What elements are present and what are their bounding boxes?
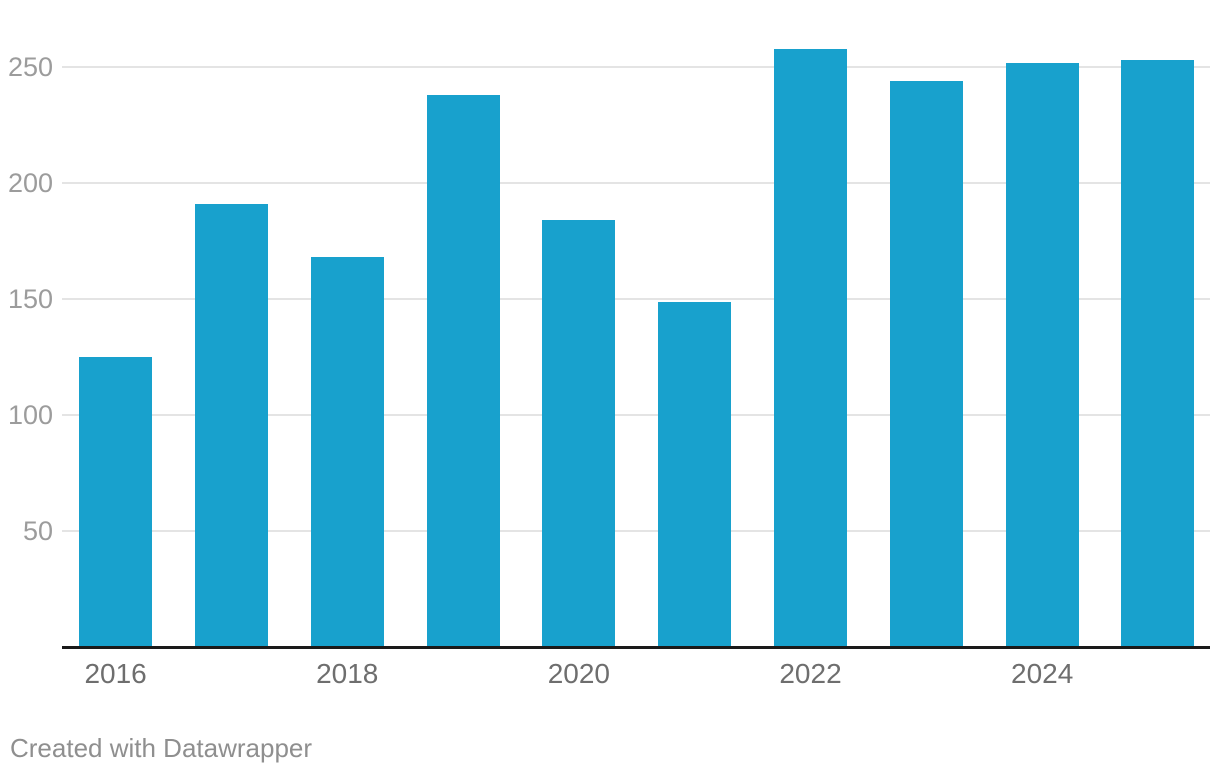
y-axis-tick-label: 200 xyxy=(7,168,53,199)
bar-2020[interactable] xyxy=(542,220,616,647)
bar-2019[interactable] xyxy=(426,95,500,647)
bar-2016[interactable] xyxy=(79,357,153,647)
y-axis-tick-label: 150 xyxy=(7,284,53,315)
x-axis-tick-label: 2016 xyxy=(84,658,147,689)
datawrapper-attribution-link[interactable]: Created with Datawrapper xyxy=(10,733,313,763)
bar-2018[interactable] xyxy=(310,257,384,647)
x-axis-line xyxy=(62,646,1210,649)
x-axis-tick-label: 2022 xyxy=(779,658,842,689)
y-axis-tick-label: 250 xyxy=(7,52,53,83)
x-axis-tick-label: 2018 xyxy=(316,658,379,689)
gridline-150 xyxy=(62,298,1210,301)
x-axis-tick-label: 2020 xyxy=(547,658,611,689)
gridline-50 xyxy=(62,530,1210,533)
bar-2024[interactable] xyxy=(1005,62,1079,647)
gridline-200 xyxy=(62,182,1210,185)
bar-2022[interactable] xyxy=(774,48,848,647)
y-axis-tick-label: 100 xyxy=(7,400,53,431)
y-axis-tick-label: 50 xyxy=(22,516,53,547)
gridline-100 xyxy=(62,414,1210,417)
bar-2017[interactable] xyxy=(194,204,268,647)
bar-2021[interactable] xyxy=(658,301,732,647)
x-axis-tick-label: 2024 xyxy=(1011,658,1074,689)
gridline-250 xyxy=(62,66,1210,69)
bar-2023[interactable] xyxy=(889,81,963,647)
bar-2025[interactable] xyxy=(1121,60,1195,647)
